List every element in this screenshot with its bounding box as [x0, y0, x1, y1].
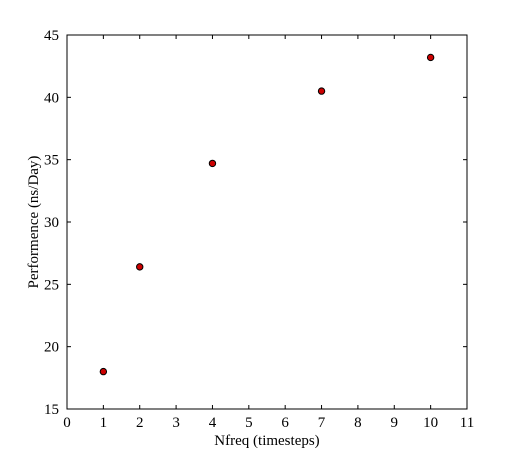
x-tick-label: 2 [136, 415, 144, 431]
x-tick-label: 8 [354, 415, 362, 431]
y-axis-label: Performence (ns/Day) [26, 156, 42, 289]
data-point [99, 367, 108, 376]
x-tick-label: 0 [63, 415, 71, 431]
y-tick-label: 20 [44, 340, 59, 356]
data-point [208, 159, 217, 168]
x-tick-label: 1 [100, 415, 108, 431]
plot-frame [66, 34, 468, 410]
data-point [136, 263, 144, 271]
x-tick-label: 7 [318, 415, 326, 431]
y-tick-label: 40 [44, 90, 59, 106]
x-tick-label: 10 [423, 415, 438, 431]
y-tick-label: 35 [44, 153, 59, 169]
plot-background [67, 35, 467, 409]
x-tick-label: 11 [460, 415, 474, 431]
data-points [99, 53, 435, 376]
x-tick-label: 4 [209, 415, 217, 431]
x-tick-label: 5 [245, 415, 253, 431]
y-tick-label: 45 [44, 28, 59, 44]
x-axis-label: Nfreq (timesteps) [214, 433, 319, 449]
y-tick-label: 15 [44, 402, 59, 418]
x-tick-label: 6 [281, 415, 289, 431]
data-point [426, 53, 435, 62]
y-tick-label: 25 [44, 277, 59, 293]
x-tick-label: 9 [391, 415, 399, 431]
x-tick-label: 3 [172, 415, 180, 431]
data-point [317, 87, 326, 95]
y-tick-label: 30 [44, 215, 59, 231]
